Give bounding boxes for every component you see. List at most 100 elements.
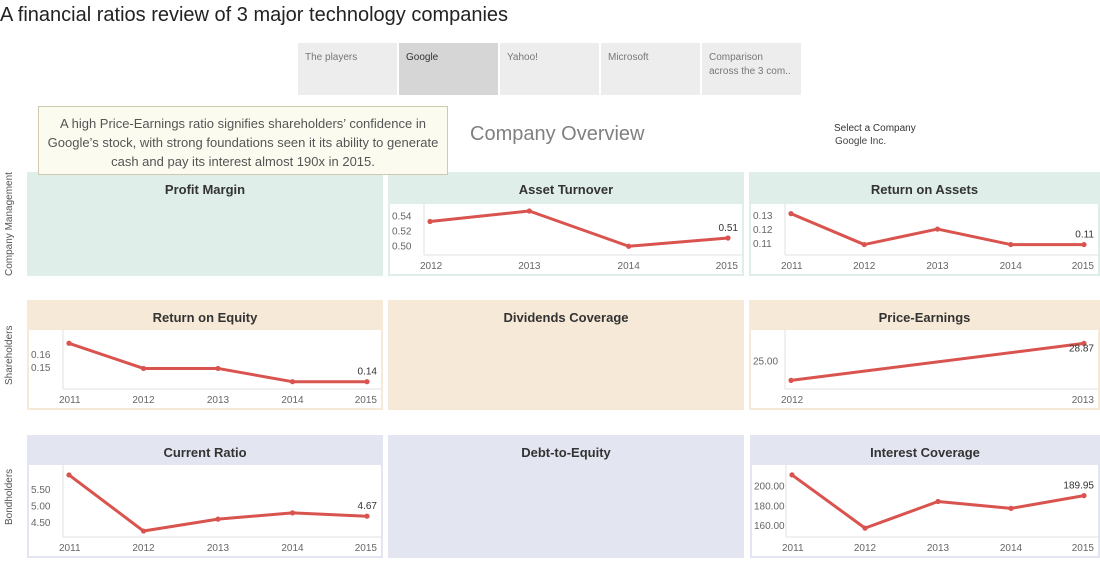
line-chart: 25.00 2012 2013 28.87 [753,330,1098,406]
data-point [725,235,731,241]
data-point [1008,505,1014,512]
y-tick-label: 5.50 [31,485,51,496]
data-point [1081,241,1087,248]
x-tick-label: 2012 [853,261,876,272]
x-tick-label: 2015 [355,395,378,406]
panel-current-ratio: Current Ratio 4.50 5.00 5.50 2011 2012 2013 20… [27,435,383,558]
line-chart: 0.15 0.16 2011 2012 2013 2014 2015 0.14 [31,330,381,406]
panel-title: Return on Assets [870,182,979,197]
tab-microsoft[interactable]: Microsoft [601,43,700,95]
selector-value[interactable]: Google Inc. [835,136,887,147]
data-label: 4.67 [358,501,378,512]
series-line [68,341,367,384]
panel-return-on-equity: Return on Equity 0.15 0.16 2011 2012 2013 201… [27,300,383,410]
line-chart: 0.11 0.12 0.13 2011 2012 2013 2014 2015 0.11 [753,204,1098,272]
data-point [364,379,370,385]
x-tick-label: 2012 [420,261,443,272]
y-tick-label: 0.50 [392,242,412,253]
x-tick-label: 2012 [854,543,877,554]
x-tick-label: 2013 [926,261,949,272]
y-tick-label: 180.00 [754,501,785,512]
y-tick-label: 0.15 [31,363,51,374]
panel-title: Return on Equity [152,310,258,325]
row-label-bondholders: Bondholders [4,468,15,525]
data-point [788,211,794,217]
page-title: A financial ratios review of 3 major tec… [0,4,509,26]
x-tick-label: 2011 [59,395,81,406]
selector-label: Select a Company [834,123,916,134]
data-point [140,365,147,372]
panel-dividends-coverage: Dividends Coverage [388,300,744,410]
panel-title: Dividends Coverage [503,310,629,325]
row-label-shareholders: Shareholders [4,325,15,385]
y-tick-label: 0.16 [31,350,51,361]
data-point [289,510,296,516]
panel-profit-margin: Profit Margin [27,172,383,276]
tab-the-players[interactable]: The players [298,43,397,95]
data-point [66,472,72,478]
series-line [790,341,1085,382]
y-tick-label: 5.00 [31,501,51,512]
data-point [789,472,795,478]
tab-google[interactable]: Google [399,43,498,95]
data-point [861,241,867,248]
plot-area: 0.15 0.16 2011 2012 2013 2014 2015 0.14 [29,330,381,408]
panel-title: Interest Coverage [870,445,980,460]
data-point [1081,493,1087,499]
panel-title: Debt-to-Equity [521,445,611,460]
y-tick-label: 0.13 [753,211,773,222]
data-point [935,498,941,505]
plot-area: 4.50 5.00 5.50 2011 2012 2013 2014 2015 4.67 [29,465,381,556]
x-tick-label: 2011 [781,261,803,272]
y-tick-label: 0.11 [753,239,772,250]
data-point [364,513,370,519]
panel-debt-to-equity: Debt-to-Equity [388,435,744,558]
line-chart: 160.00 180.00 200.00 2011 2012 2013 2014 2015 18… [754,465,1098,554]
line-chart: 4.50 5.00 5.50 2011 2012 2013 2014 2015 4.67 [31,465,381,554]
x-tick-label: 2012 [132,395,155,406]
panel-return-on-assets: Return on Assets 0.11 0.12 0.13 2011 2012 201… [749,172,1100,276]
tab-yahoo[interactable]: Yahoo! [500,43,599,95]
y-tick-label: 25.00 [753,357,778,368]
data-point [1008,241,1014,248]
data-point [526,208,532,214]
plot-area: 25.00 2012 2013 28.87 [751,330,1098,408]
overview-title: Company Overview [470,123,645,145]
tab-comparison[interactable]: Comparison across the 3 com.. [702,43,801,95]
y-tick-label: 0.54 [392,212,412,223]
data-point [626,243,632,249]
data-point [289,379,296,385]
panel-title: Profit Margin [164,182,246,197]
data-point [862,525,868,531]
x-tick-label: 2014 [618,261,641,272]
data-label: 0.14 [358,367,378,378]
plot-area: 0.50 0.52 0.54 2012 2013 2014 2015 0.51 [390,204,742,274]
data-label: 189.95 [1063,481,1094,492]
panel-interest-coverage: Interest Coverage 160.00 180.00 200.00 2011… [750,435,1100,558]
panel-title: Price-Earnings [878,310,971,325]
x-tick-label: 2013 [207,543,230,554]
plot-area: 0.11 0.12 0.13 2011 2012 2013 2014 2015 0.11 [751,204,1098,274]
panel-price-earnings: Price-Earnings 25.00 2012 2013 28.87 [749,300,1100,410]
x-tick-label: 2015 [716,261,739,272]
company-selector[interactable]: Select a Company Google Inc. [834,122,916,148]
x-tick-label: 2014 [281,395,304,406]
panel-title: Asset Turnover [518,182,614,197]
data-point [140,528,147,534]
x-tick-label: 2013 [927,543,950,554]
x-tick-label: 2013 [207,395,230,406]
data-label: 0.51 [719,223,739,234]
data-point [215,516,221,522]
y-tick-label: 4.50 [31,518,51,529]
x-tick-label: 2011 [782,543,804,554]
panel-asset-turnover: Asset Turnover 0.50 0.52 0.54 2012 2013 2014 2… [388,172,744,276]
x-tick-label: 2015 [355,543,378,554]
x-tick-label: 2014 [281,543,304,554]
data-point [66,340,72,346]
x-tick-label: 2014 [1000,261,1023,272]
x-tick-label: 2015 [1072,543,1095,554]
annotation-tooltip: A high Price-Earnings ratio signifies sh… [38,106,448,175]
series-line [429,209,729,248]
data-point [427,218,433,225]
data-label: 28.87 [1069,343,1094,354]
